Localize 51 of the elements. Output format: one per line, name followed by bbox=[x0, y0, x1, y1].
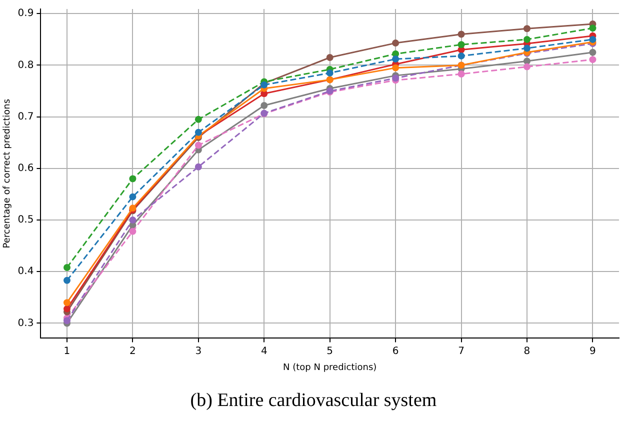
y-tick-label: 0.7 bbox=[18, 111, 34, 122]
point bbox=[63, 264, 70, 272]
x-tick-label: 7 bbox=[458, 346, 464, 357]
y-tick-label: 0.8 bbox=[18, 60, 34, 71]
point bbox=[589, 48, 596, 56]
point bbox=[194, 163, 202, 170]
x-axis-title: N (top N predictions) bbox=[283, 362, 377, 373]
point bbox=[589, 56, 596, 64]
x-tick-label: 8 bbox=[524, 346, 530, 357]
x-tick-label: 6 bbox=[392, 346, 399, 357]
y-tick-label: 0.4 bbox=[18, 266, 34, 278]
text: (b) Entire cardiovascular system bbox=[189, 390, 438, 412]
point bbox=[392, 64, 400, 72]
point bbox=[63, 276, 70, 284]
point bbox=[458, 41, 465, 48]
y-tick-label: 0.5 bbox=[18, 214, 34, 226]
point bbox=[194, 116, 202, 123]
point bbox=[129, 193, 136, 200]
point bbox=[524, 36, 530, 43]
x-tick-label: 3 bbox=[195, 346, 202, 357]
x-tick-label: 5 bbox=[326, 346, 334, 357]
point bbox=[589, 24, 596, 32]
point bbox=[524, 58, 530, 65]
point bbox=[129, 216, 136, 224]
point bbox=[326, 69, 334, 76]
point bbox=[392, 40, 400, 47]
point bbox=[589, 36, 596, 43]
point bbox=[524, 44, 530, 52]
y-tick-label: 0.6 bbox=[18, 163, 34, 174]
point bbox=[129, 175, 136, 182]
point bbox=[392, 56, 400, 63]
y-axis-title: Percentage of correct predictions bbox=[2, 98, 13, 248]
x-tick-label: 9 bbox=[590, 346, 596, 357]
point bbox=[524, 63, 530, 70]
y-tick-label: 0.9 bbox=[18, 8, 34, 20]
point bbox=[63, 317, 70, 324]
point bbox=[524, 25, 530, 32]
x-tick-label: 1 bbox=[64, 346, 70, 357]
point bbox=[194, 142, 202, 149]
point bbox=[129, 228, 136, 235]
point bbox=[63, 299, 70, 306]
x-tick-label: 4 bbox=[260, 346, 268, 357]
point bbox=[326, 54, 334, 62]
point bbox=[260, 102, 268, 109]
point bbox=[63, 305, 70, 312]
point bbox=[458, 52, 465, 60]
point bbox=[194, 128, 202, 136]
point bbox=[458, 70, 465, 78]
y-tick-label: 0.3 bbox=[18, 318, 34, 329]
point bbox=[458, 30, 465, 38]
x-tick-label: 2 bbox=[130, 346, 136, 357]
